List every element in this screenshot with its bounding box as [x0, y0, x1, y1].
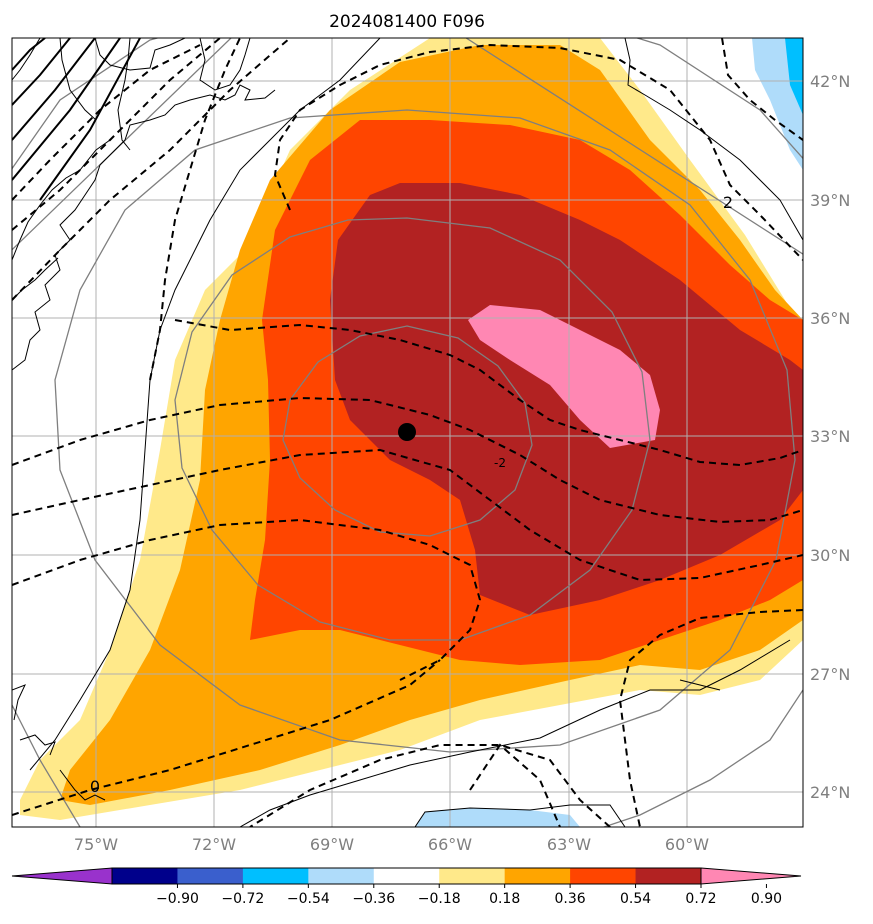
contour-fill-pink [468, 305, 660, 448]
colorbar-tick-label: −0.54 [287, 891, 330, 907]
contour-fill-light-blue-south [415, 808, 580, 827]
lon-label: 72°W [192, 835, 236, 854]
lat-label: 39°N [810, 191, 850, 210]
coastlines [12, 38, 803, 827]
latitude-labels: 42°N 39°N 36°N 33°N 30°N 27°N 24°N [810, 72, 850, 802]
longitude-labels: 75°W 72°W 69°W 66°W 63°W 60°W [74, 835, 709, 854]
colorbar-tick-label: −0.18 [418, 891, 461, 907]
lat-label: 33°N [810, 427, 850, 446]
colorbar-extend-high [700, 867, 802, 885]
colorbar-segment [242, 868, 309, 884]
graticule [12, 38, 803, 827]
map-frame [11, 37, 804, 828]
contour-label-neg2: -2 [494, 456, 506, 470]
map-title: 2024081400 F096 [329, 12, 485, 32]
colorbar-segment [439, 868, 506, 884]
colorbar-segment [504, 868, 571, 884]
lat-label: 36°N [810, 309, 850, 328]
colorbar-tick-label: −0.90 [156, 891, 199, 907]
colorbar-segment [570, 868, 637, 884]
colorbar-segment [177, 868, 244, 884]
contour-label-2: 2 [723, 193, 733, 212]
colorbar-segment [112, 868, 178, 884]
colorbar-segment [308, 868, 375, 884]
colorbar-tick-label: 0.36 [555, 891, 586, 907]
lon-label: 75°W [74, 835, 118, 854]
lat-label: 42°N [810, 72, 850, 91]
colorbar-segment [373, 868, 440, 884]
lat-label: 24°N [810, 783, 850, 802]
dashed-contours [12, 38, 803, 827]
colorbar-tick-label: 0.90 [751, 891, 782, 907]
contour-fill-blue-nw-corner [785, 38, 803, 115]
storm-center-marker [398, 423, 416, 441]
lon-label: 66°W [428, 835, 472, 854]
contour-label-0: 0 [90, 777, 100, 796]
colorbar-tick-label: −0.72 [221, 891, 264, 907]
lon-label: 63°W [547, 835, 591, 854]
solid-contours [12, 38, 141, 201]
colorbar-tick-label: −0.36 [352, 891, 395, 907]
lon-label: 69°W [310, 835, 354, 854]
colorbar-extend-low [11, 867, 113, 885]
colorbar: −0.90 −0.72 −0.54 −0.36 −0.18 0.18 0.36 0.54 0.7… [11, 867, 802, 907]
map-area: 2 -2 0 [12, 38, 803, 827]
lon-label: 60°W [665, 835, 709, 854]
colorbar-outline [111, 867, 702, 885]
lat-label: 27°N [810, 665, 850, 684]
range-rings [12, 38, 803, 827]
colorbar-tick-label: 0.54 [620, 891, 651, 907]
colorbar-segment [635, 868, 702, 884]
colorbar-tick-label: 0.18 [489, 891, 520, 907]
colorbar-tick-label: 0.72 [685, 891, 716, 907]
lat-label: 30°N [810, 546, 850, 565]
